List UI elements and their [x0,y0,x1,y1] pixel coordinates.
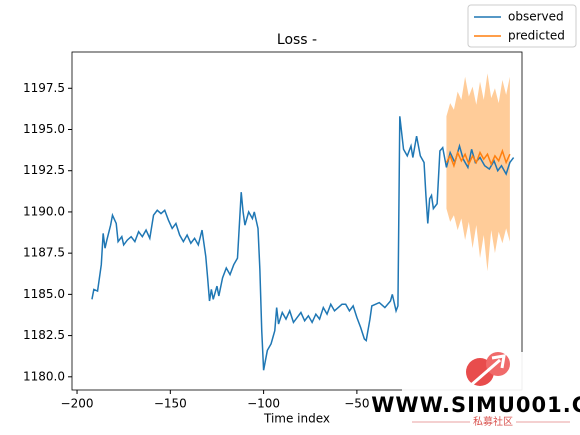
y-tick-label: 1197.5 [23,81,65,95]
y-tick-label: 1192.5 [23,163,65,177]
watermark: WWW.SIMU001.CN私募社区 [371,352,580,435]
chart-title: Loss - [277,32,317,48]
axes-frame [71,51,523,391]
confidence-band [446,73,510,272]
watermark-subtext: 私募社区 [473,415,513,428]
plot-area [91,73,515,371]
legend: observed predicted [467,4,577,48]
legend-label: predicted [508,29,565,43]
watermark-logo [469,354,506,388]
y-tick-label: 1182.5 [23,328,65,342]
y-tick-label: 1180.0 [23,369,65,383]
x-tick-label: −200 [61,397,94,411]
y-tick-label: 1195.0 [23,122,65,136]
x-tick-label: −150 [154,397,187,411]
x-tick-label: −100 [247,397,280,411]
x-axis-label: Time index [263,412,330,426]
x-tick-label: −50 [344,397,369,411]
y-tick-label: 1187.5 [23,246,65,260]
y-tick-label: 1185.0 [23,287,65,301]
watermark-text: WWW.SIMU001.CN [371,393,580,417]
y-tick-label: 1190.0 [23,204,65,218]
line [91,116,515,371]
line [445,148,511,169]
legend-label: observed [508,10,564,24]
